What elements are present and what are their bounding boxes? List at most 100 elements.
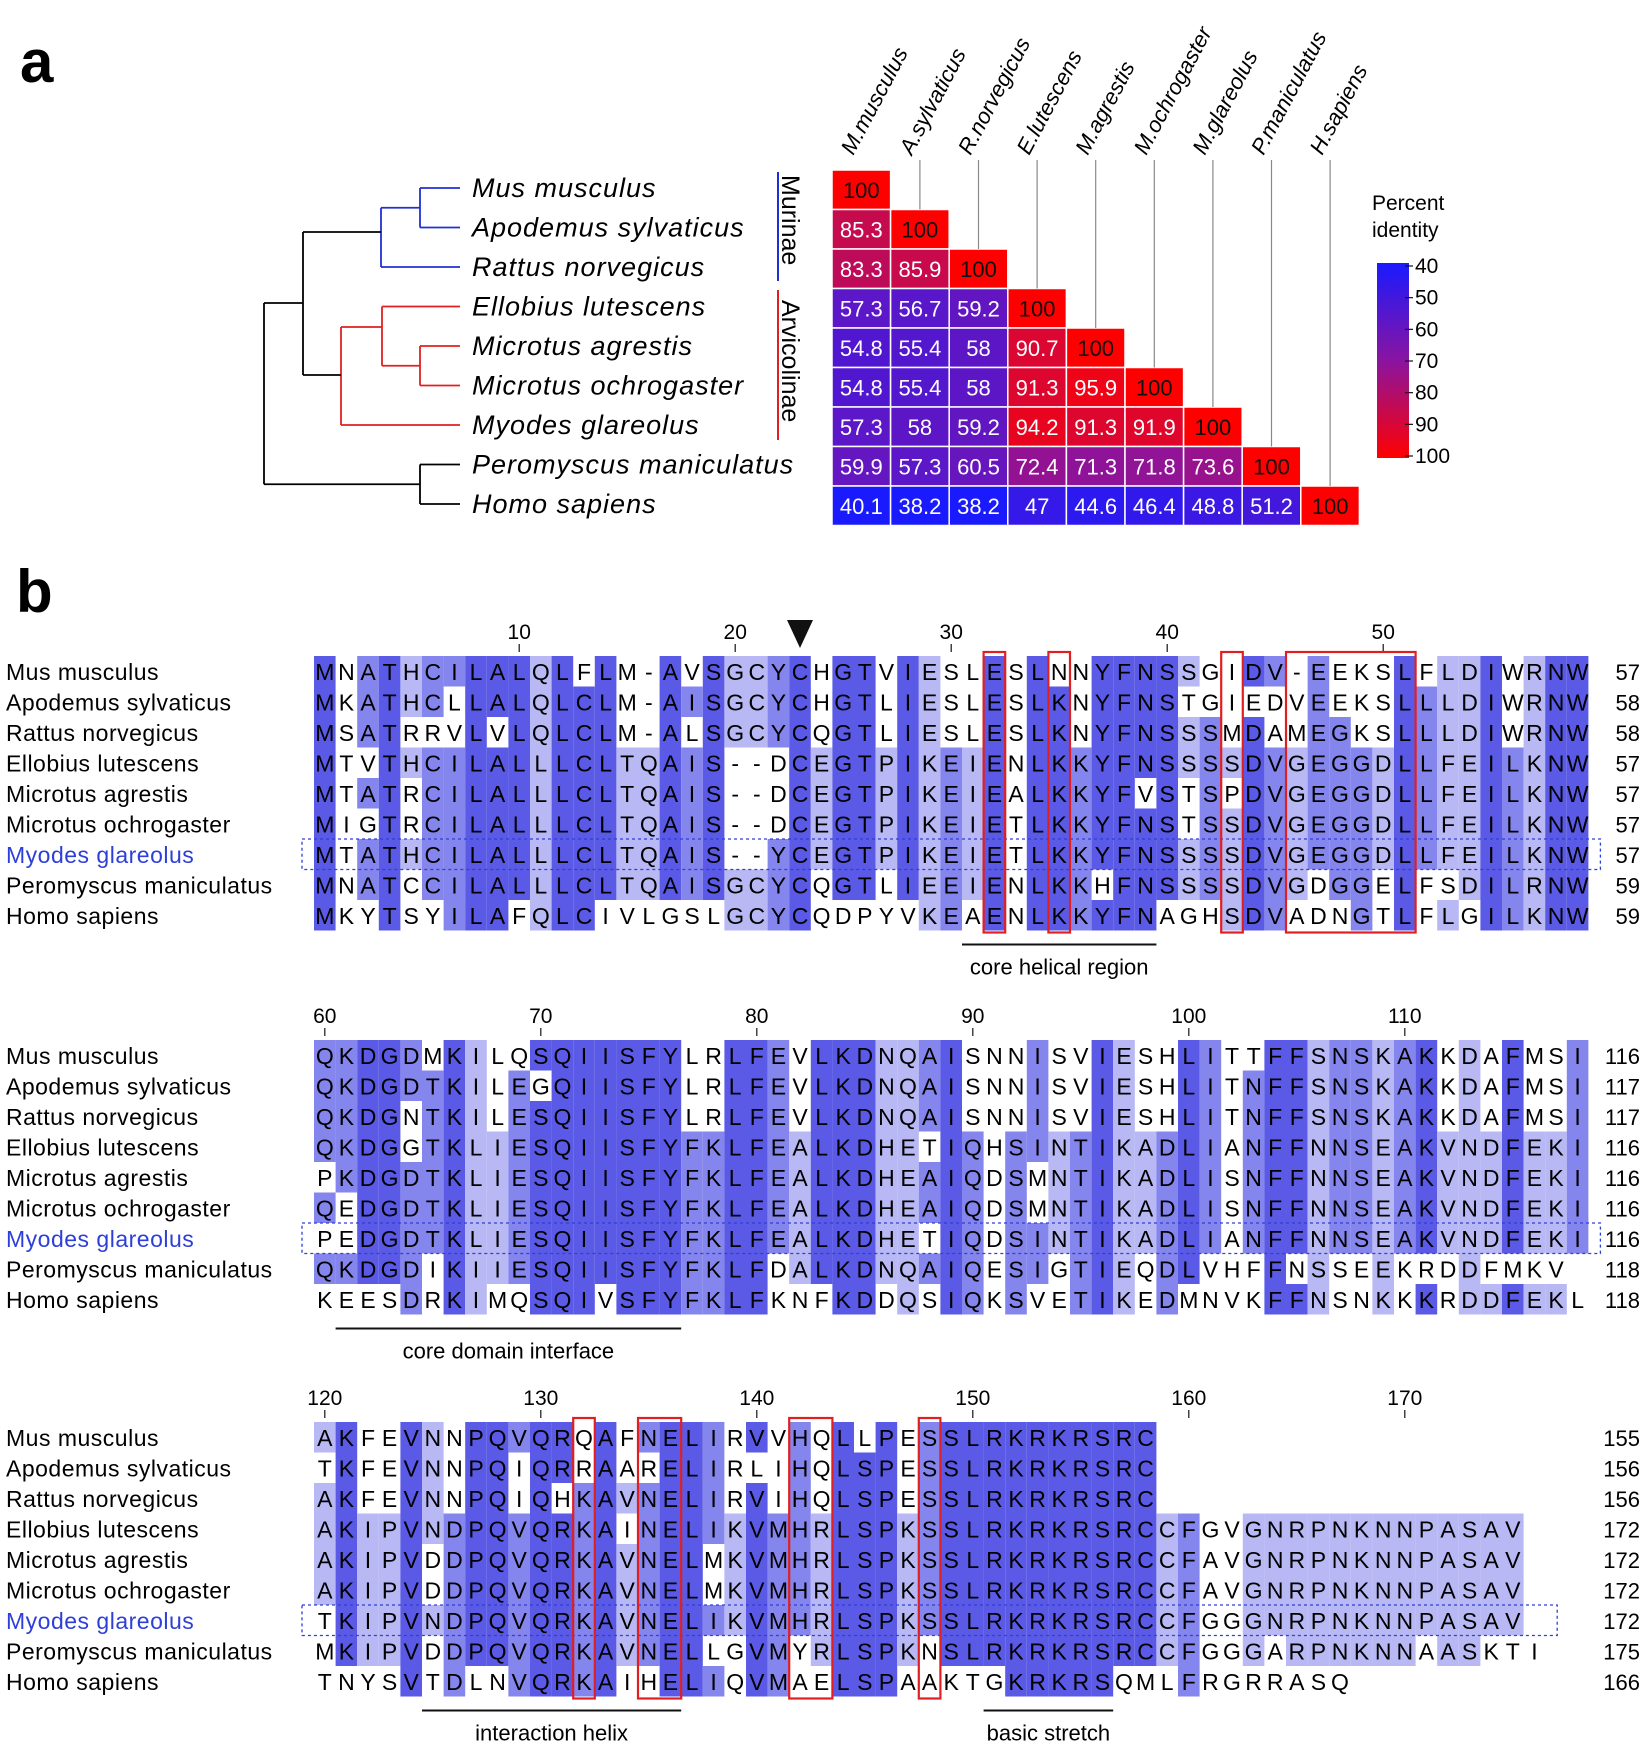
residue: D [446,1547,463,1573]
residue: G [1288,781,1306,807]
residue: R [1526,873,1543,899]
residue: R [1116,1547,1133,1573]
residue-shade [638,1162,660,1193]
residue: V [1224,1578,1240,1604]
residue-shade [681,1284,703,1315]
residue-shade [616,1040,638,1071]
residue: I [1207,1135,1213,1161]
residue-shade [983,1452,1006,1483]
residue-shade [940,1513,962,1544]
residue: V [749,1425,765,1451]
residue-shade [1566,1192,1589,1223]
residue: P [879,1639,894,1665]
residue-shade [702,1452,725,1483]
panel-a-label: a [20,28,54,95]
residue: S [1160,812,1175,838]
residue: V [620,903,636,929]
residue-shade [1005,1483,1027,1514]
residue-shade [573,839,595,870]
residue: K [339,1608,355,1634]
residue-shade [508,1192,530,1223]
heatmap-value: 71.3 [1074,454,1117,479]
residue: R [813,1639,830,1665]
residue-shade [810,747,833,778]
residue: I [581,1287,587,1313]
residue: E [771,1043,786,1069]
residue: H [1094,873,1111,899]
residue-shade [1372,778,1394,809]
residue: L [815,1226,828,1252]
residue: L [599,812,612,838]
residue: E [339,1196,354,1222]
alignment-species-name: Ellobius lutescens [6,751,199,777]
residue: Y [663,1043,678,1069]
residue-shade [983,839,1006,870]
residue: N [1375,1578,1392,1604]
residue: L [729,1287,742,1313]
residue: P [1311,1547,1326,1573]
residue: F [750,1135,764,1161]
residue-shade [1091,1513,1114,1544]
residue-shade [378,869,401,900]
residue-shade [1307,686,1330,717]
residue: I [473,1257,479,1283]
residue-shade [486,1223,509,1254]
residue: A [1440,1578,1456,1604]
residue: F [1182,1608,1196,1634]
residue: R [1029,1456,1046,1482]
residue: H [813,690,830,716]
residue: A [1397,1226,1413,1252]
residue-shade [1545,1162,1567,1193]
residue-shade [1264,839,1286,870]
residue: S [1376,690,1391,716]
residue-shade [1329,778,1351,809]
residue: N [1396,1639,1413,1665]
residue-shade [1156,778,1178,809]
residue-shade [854,1101,876,1132]
residue: Q [489,1639,507,1665]
residue-shade [465,778,487,809]
residue-shade [1113,656,1135,687]
residue: K [922,812,938,838]
residue-shade [400,1422,422,1453]
residue: L [1398,781,1411,807]
residue: I [602,1226,608,1252]
residue-shade [616,1483,638,1514]
residue-shade [616,1192,638,1223]
residue: D [1375,751,1392,777]
residue: W [1567,812,1589,838]
residue-shade [357,778,379,809]
residue-shade [616,1162,638,1193]
residue: N [878,1104,895,1130]
residue: I [689,842,695,868]
residue: I [1207,1165,1213,1191]
residue: A [1268,1639,1284,1665]
residue: K [1419,1226,1435,1252]
residue-shade [1415,747,1438,778]
residue: A [317,1425,333,1451]
residue: R [727,1456,744,1482]
residue: Q [489,1547,507,1573]
residue: T [1225,1074,1239,1100]
heatmap-value: 38.2 [898,494,941,519]
residue: S [965,1074,980,1100]
residue: E [339,1226,354,1252]
residue: G [1245,1608,1263,1634]
residue: L [1571,1287,1584,1313]
residue-shade [1026,1422,1049,1453]
residue-shade [400,686,422,717]
residue: V [620,1486,636,1512]
residue: P [879,1517,894,1543]
residue-shade [486,839,509,870]
heatmap-cell [889,485,950,527]
residue: T [858,751,872,777]
residue: N [424,1456,441,1482]
residue: F [1117,659,1131,685]
residue: L [707,903,720,929]
residue: L [448,690,461,716]
residue: N [878,1043,895,1069]
residue: E [512,1165,527,1191]
residue: C [748,903,765,929]
